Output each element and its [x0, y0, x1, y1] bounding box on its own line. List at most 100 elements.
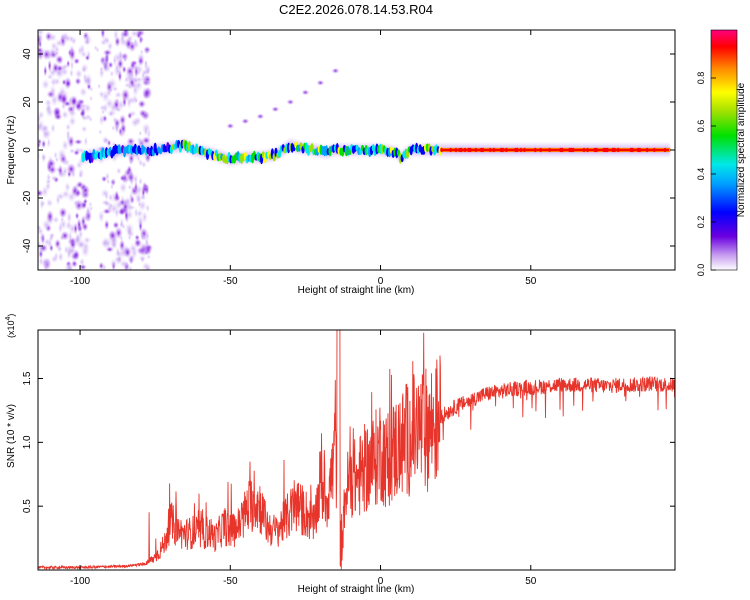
noise-blob: [127, 228, 132, 235]
noise-blob: [80, 125, 88, 133]
noise-blob: [142, 181, 147, 188]
noise-blob: [77, 172, 84, 179]
noise-blob: [144, 111, 149, 118]
noise-blob: [74, 68, 84, 80]
noise-blob: [45, 198, 54, 208]
noise-blob: [100, 188, 110, 199]
noise-blob: [145, 203, 150, 213]
noise-blob: [38, 32, 44, 42]
snr-exponent-label: (x104): [5, 314, 16, 338]
noise-blob: [138, 130, 143, 137]
noise-blob: [125, 263, 130, 270]
noise-blob: [83, 136, 89, 147]
y-tick-label: 0: [22, 147, 33, 153]
noise-blob: [41, 78, 51, 91]
noise-blob: [78, 86, 88, 98]
noise-blob: [103, 236, 113, 251]
noise-blob: [114, 190, 120, 202]
noise-blob: [127, 184, 132, 191]
noise-blob: [75, 233, 80, 245]
noise-blob: [60, 230, 70, 241]
noise-blob: [46, 172, 52, 183]
noise-blob: [103, 54, 108, 61]
noise-blob: [130, 30, 139, 38]
noise-blob: [108, 87, 113, 94]
noise-blob: [143, 248, 148, 255]
noise-blob: [69, 58, 75, 72]
streak-blob: [286, 99, 295, 105]
noise-blob: [140, 36, 145, 43]
noise-blob: [38, 224, 42, 232]
streak-blob: [271, 106, 280, 113]
spectrogram-y-axis: -40 -20 0 20 40: [22, 48, 675, 253]
y-tick-label: -40: [22, 238, 33, 253]
noise-blob: [141, 86, 152, 99]
x-tick-label: -100: [70, 576, 90, 587]
noise-blob: [73, 138, 83, 145]
noise-blob: [139, 194, 147, 201]
colorbar-label: Normalized spectral amplitude: [736, 82, 747, 217]
noise-blob: [50, 122, 56, 134]
noise-blob: [68, 68, 74, 78]
noise-blob: [60, 67, 69, 77]
noise-blob: [66, 248, 72, 260]
noise-blob: [106, 178, 111, 185]
noise-blob: [41, 218, 52, 231]
noise-blob: [102, 48, 113, 57]
noise-blob: [115, 98, 120, 105]
noise-blob: [53, 112, 63, 121]
noise-blob: [66, 162, 77, 176]
noise-blob: [144, 230, 150, 242]
noise-blob: [130, 116, 140, 129]
noise-blob: [67, 95, 74, 105]
colorbar-ticks: 0.0 0.2 0.4 0.6 0.8: [696, 72, 716, 276]
noise-blob: [66, 59, 71, 68]
noise-blob: [65, 80, 72, 88]
noise-blob: [114, 90, 123, 99]
noise-blob: [100, 89, 111, 103]
noise-blob: [44, 98, 53, 107]
noise-blob: [137, 201, 142, 208]
noise-blob: [46, 136, 51, 149]
noise-blob: [74, 211, 80, 220]
noise-blob: [76, 180, 84, 189]
noise-blob: [137, 99, 147, 109]
noise-blob: [134, 63, 144, 76]
noise-blob: [73, 222, 78, 235]
noise-blob: [65, 130, 71, 144]
noise-blob: [140, 256, 146, 264]
noise-blob: [133, 183, 144, 196]
noise-blob: [56, 244, 63, 254]
noise-blob: [123, 56, 128, 63]
streak-blob: [256, 113, 265, 120]
noise-blob: [103, 219, 110, 231]
noise-blob: [89, 205, 94, 212]
noise-blob: [66, 210, 73, 225]
noise-blob: [109, 202, 114, 209]
noise-blob: [145, 265, 150, 270]
noise-blob: [137, 55, 145, 67]
noise-blob: [123, 201, 128, 208]
x-tick-label: -50: [223, 576, 238, 587]
snr-exponent-close: ): [6, 314, 16, 317]
noise-blob: [68, 230, 73, 243]
noise-blob: [127, 84, 132, 91]
colorbar-gradient: [710, 29, 738, 271]
snr-exponent-power: 4: [5, 316, 12, 320]
noise-blob: [117, 70, 123, 83]
colorbar-tick-label: 0.8: [696, 72, 706, 85]
noise-blob: [54, 251, 59, 262]
noise-blob: [98, 129, 103, 136]
noise-blob: [61, 78, 67, 86]
noise-blob: [144, 74, 149, 81]
trace-core: [140, 144, 145, 155]
noise-blob: [118, 130, 126, 138]
colorbar-tick-label: 0.6: [696, 120, 706, 133]
noise-blob: [107, 77, 118, 91]
noise-blob: [145, 240, 150, 247]
spectrogram-heatmap: [38, 30, 672, 270]
noise-blob: [119, 235, 124, 242]
noise-blob: [89, 86, 94, 93]
noise-blob: [93, 44, 98, 51]
noise-blob: [119, 33, 125, 44]
